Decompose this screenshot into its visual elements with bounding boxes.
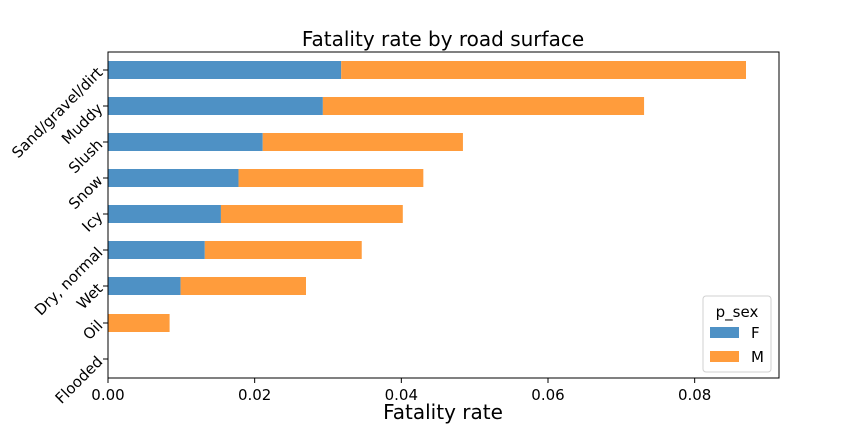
y-tick-label: Icy [78, 208, 106, 236]
x-tick-label: 0.08 [678, 386, 711, 404]
bar-muddy-m [322, 97, 645, 115]
bar-dry-normal-m [204, 241, 362, 259]
bar-sand-gravel-dirt-f [108, 61, 342, 79]
legend: p_sex F M [702, 295, 772, 373]
axes-layer [107, 51, 780, 379]
legend-label-f: F [751, 324, 760, 342]
chart-title: Fatality rate by road surface [302, 27, 584, 51]
bar-slush-f [108, 133, 263, 151]
bar-wet-m [180, 277, 306, 295]
legend-swatch-m [710, 351, 739, 362]
x-tick-label: 0.02 [238, 386, 271, 404]
x-tick-label: 0.06 [531, 386, 564, 404]
x-axis-label-layer: Fatality rate [383, 400, 503, 424]
y-tick-label: Snow [65, 172, 106, 213]
bar-oil-m [108, 314, 170, 332]
plot-frame [107, 51, 780, 379]
x-tick-label: 0.00 [91, 386, 124, 404]
bar-muddy-f [108, 97, 323, 115]
bar-wet-f [108, 277, 181, 295]
x-tick-label: 0.04 [385, 386, 418, 404]
bar-snow-m [238, 169, 424, 187]
bar-slush-m [262, 133, 463, 151]
legend-label-m: M [751, 348, 764, 366]
legend-swatch-f [710, 327, 739, 338]
bars-layer [108, 61, 746, 332]
bar-icy-m [220, 205, 403, 223]
bar-icy-f [108, 205, 221, 223]
legend-title: p_sex [716, 303, 759, 322]
bar-snow-f [108, 169, 239, 187]
bar-dry-normal-f [108, 241, 205, 259]
chart-title-layer: Fatality rate by road surface [302, 27, 584, 51]
y-tick-label: Oil [79, 317, 106, 344]
x-ticks-layer: 0.00 0.02 0.04 0.06 0.08 [91, 378, 711, 404]
bar-sand-gravel-dirt-m [341, 61, 746, 79]
x-axis-label: Fatality rate [383, 400, 503, 424]
